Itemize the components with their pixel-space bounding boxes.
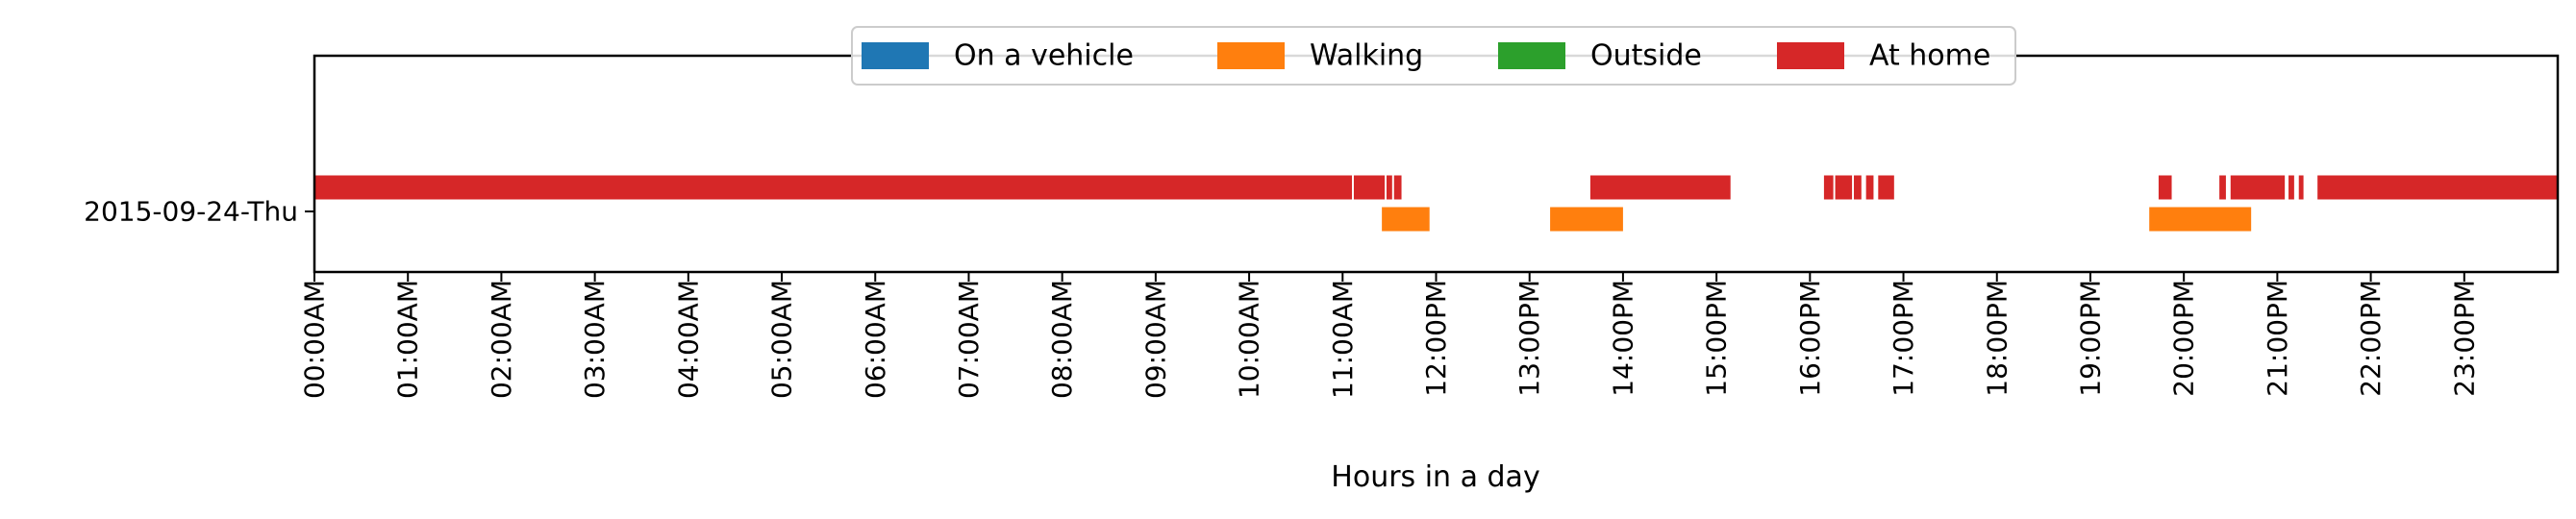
legend-label-on-a-vehicle: On a vehicle: [954, 39, 1134, 73]
x-tick-label-5: 05:00AM: [766, 280, 798, 399]
x-tick-label-3: 03:00AM: [579, 280, 611, 399]
x-tick-label-12: 12:00PM: [1420, 280, 1452, 397]
x-tick-label-22: 22:00PM: [2355, 280, 2387, 397]
x-tick-label-6: 06:00AM: [860, 280, 891, 399]
x-tick-label-13: 13:00PM: [1513, 280, 1545, 397]
x-tick-label-18: 18:00PM: [1981, 280, 2013, 397]
x-tick-label-0: 00:00AM: [299, 280, 331, 399]
bar-at-home-0: [314, 175, 1353, 200]
x-tick-label-16: 16:00PM: [1794, 280, 1826, 397]
x-tick-label-11: 11:00AM: [1327, 280, 1359, 399]
bar-at-home-3: [1393, 175, 1402, 200]
bar-at-home-8: [1865, 175, 1874, 200]
bar-at-home-13: [2288, 175, 2294, 200]
legend-swatch-on-a-vehicle: [862, 42, 929, 69]
legend-label-walking: Walking: [1310, 39, 1423, 73]
x-tick-label-10: 10:00AM: [1234, 280, 1265, 399]
x-tick-label-1: 01:00AM: [392, 280, 424, 399]
x-axis-ticks: 00:00AM 01:00AM 02:00AM 03:00AM 04:00AM 05:00…: [299, 272, 2480, 399]
x-tick-label-14: 14:00PM: [1607, 280, 1638, 397]
x-tick-label-9: 09:00AM: [1139, 280, 1171, 399]
bar-at-home-5: [1823, 175, 1834, 200]
bar-at-home-7: [1854, 175, 1862, 200]
bar-at-home-14: [2298, 175, 2304, 200]
legend-swatch-outside: [1498, 42, 1565, 69]
x-tick-label-15: 15:00PM: [1701, 280, 1733, 397]
bar-at-home-10: [2158, 175, 2172, 200]
bar-at-home-1: [1353, 175, 1386, 200]
bar-at-home-9: [1878, 175, 1894, 200]
x-tick-label-20: 20:00PM: [2168, 280, 2200, 397]
x-tick-label-7: 07:00AM: [953, 280, 985, 399]
bar-at-home-15: [2317, 175, 2558, 200]
y-axis-ticks: 2015-09-24-Thu: [84, 196, 314, 228]
x-tick-label-4: 04:00AM: [672, 280, 704, 399]
legend-swatch-walking: [1217, 42, 1285, 69]
bar-at-home-2: [1386, 175, 1392, 200]
x-tick-label-17: 17:00PM: [1888, 280, 1919, 397]
x-tick-label-21: 21:00PM: [2262, 280, 2293, 397]
bar-at-home-6: [1835, 175, 1853, 200]
x-tick-label-19: 19:00PM: [2074, 280, 2106, 397]
x-tick-label-23: 23:00PM: [2448, 280, 2480, 397]
bar-at-home-4: [1589, 175, 1731, 200]
x-tick-label-8: 08:00AM: [1046, 280, 1078, 399]
y-tick-label-0: 2015-09-24-Thu: [84, 196, 298, 228]
x-axis-title: Hours in a day: [1331, 460, 1539, 494]
legend-box: [851, 26, 2016, 86]
bar-walking-0: [1382, 207, 1430, 232]
bar-at-home-12: [2230, 175, 2286, 200]
bars-layer: [314, 175, 2558, 232]
legend-swatch-at-home: [1777, 42, 1844, 69]
bar-at-home-11: [2219, 175, 2226, 200]
bar-walking-1: [1550, 207, 1623, 232]
legend-label-at-home: At home: [1869, 39, 1990, 73]
bar-walking-2: [2149, 207, 2252, 232]
legend: On a vehicle Walking Outside At home: [851, 26, 2016, 86]
legend-label-outside: Outside: [1590, 39, 1702, 73]
plot-frame: [313, 54, 2560, 274]
x-tick-label-2: 02:00AM: [486, 280, 517, 399]
